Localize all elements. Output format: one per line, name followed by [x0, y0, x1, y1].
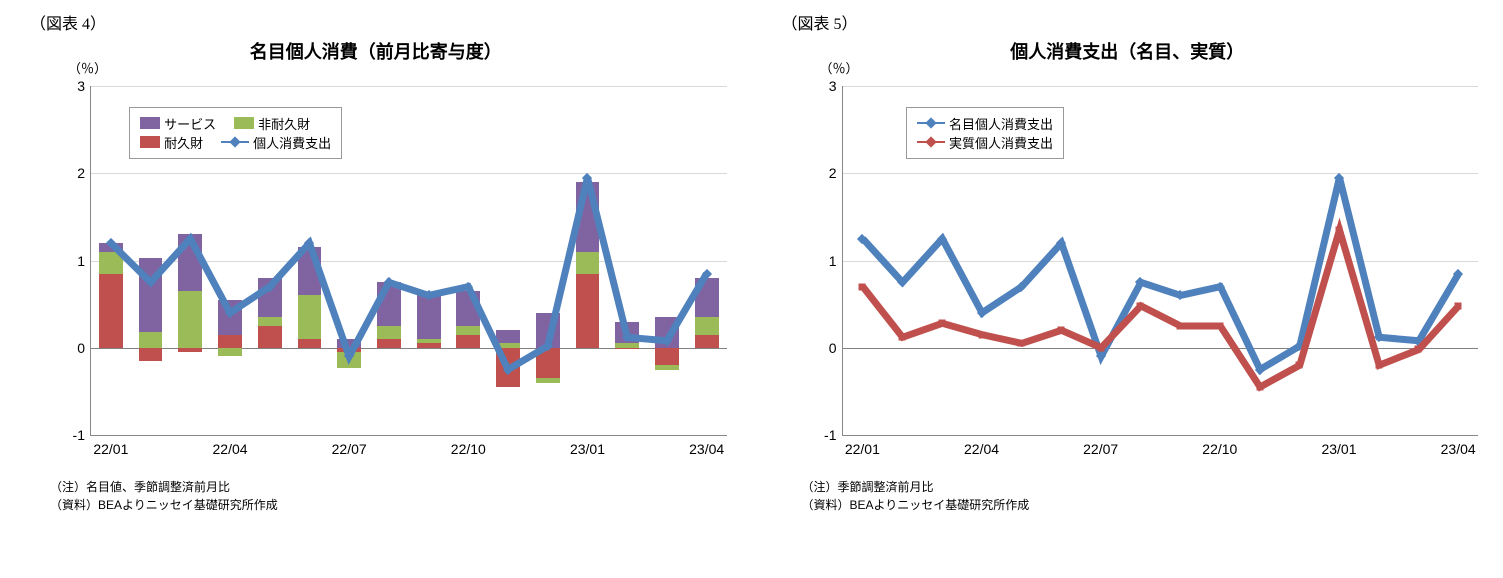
ytick-label: 2 [77, 165, 85, 181]
chart-panel-left: （図表 4） 名目個人消費（前月比寄与度） （％） -1012322/0122/… [10, 10, 742, 514]
ytick-label: 2 [829, 165, 837, 181]
legend-swatch [140, 136, 160, 148]
figure-label-right: （図表 5） [762, 10, 1494, 34]
line-marker [938, 320, 945, 327]
note-line: （資料）BEAよりニッセイ基礎研究所作成 [802, 496, 1494, 514]
legend-line-marker [221, 136, 249, 148]
note-line: （資料）BEAよりニッセイ基礎研究所作成 [50, 496, 742, 514]
ytick-label: -1 [824, 427, 836, 443]
legend-label: 個人消費支出 [253, 133, 331, 152]
legend-item: 実質個人消費支出 [917, 133, 1053, 152]
legend-label: 実質個人消費支出 [949, 133, 1053, 152]
ytick-label: 0 [829, 340, 837, 356]
figure-label-left: （図表 4） [10, 10, 742, 34]
legend-swatch [140, 117, 160, 129]
xtick-label: 22/07 [1083, 441, 1118, 457]
note-line: （注）名目値、季節調整済前月比 [50, 478, 742, 496]
line-marker [1296, 362, 1303, 369]
legend-line-marker [917, 136, 945, 148]
legend: サービス 非耐久財耐久財 個人消費支出 [129, 107, 342, 159]
legend-item: 個人消費支出 [221, 133, 331, 152]
xtick-label: 23/01 [570, 441, 605, 457]
note-line: （注）季節調整済前月比 [802, 478, 1494, 496]
chart-panel-right: （図表 5） 個人消費支出（名目、実質） （％） -1012322/0122/0… [762, 10, 1494, 514]
chart-title-left: 名目個人消費（前月比寄与度） [10, 38, 742, 64]
xtick-label: 23/04 [1441, 441, 1476, 457]
charts-container: （図表 4） 名目個人消費（前月比寄与度） （％） -1012322/0122/… [10, 10, 1493, 514]
line-marker [1177, 322, 1184, 329]
ytick-label: 3 [77, 78, 85, 94]
xtick-label: 22/10 [451, 441, 486, 457]
plot-wrap-right: -1 0 1 2 3 22/01 22/04 22/07 22/10 23/01 23/04 名目個人… [812, 66, 1484, 476]
legend-item: 耐久財 [140, 133, 203, 152]
ytick-label: 1 [829, 253, 837, 269]
legend-label: 名目個人消費支出 [949, 114, 1053, 133]
legend-swatch [234, 117, 254, 129]
xtick-label: 22/04 [964, 441, 999, 457]
line-marker [1455, 302, 1462, 309]
chart-title-right: 個人消費支出（名目、実質） [762, 38, 1494, 64]
xtick-label: 22/10 [1202, 441, 1237, 457]
line-marker [1256, 384, 1263, 391]
legend-item: サービス [140, 114, 216, 133]
line-marker [1335, 226, 1342, 233]
ytick-label: 1 [77, 253, 85, 269]
line-marker [1375, 362, 1382, 369]
line-marker [899, 334, 906, 341]
ytick-label: 0 [77, 340, 85, 356]
legend-line-marker [917, 117, 945, 129]
plot-area-left: -1012322/0122/0422/0722/1023/0123/04サービス… [90, 86, 727, 436]
legend-item: 名目個人消費支出 [917, 114, 1053, 133]
ytick-label: -1 [73, 427, 85, 443]
plot-area-right: -1012322/0122/0422/0722/1023/0123/04名目個人… [842, 86, 1479, 436]
legend-label: 耐久財 [164, 133, 203, 152]
line-marker [1018, 340, 1025, 347]
xtick-label: 23/01 [1321, 441, 1356, 457]
line-marker [1097, 344, 1104, 351]
legend-label: 非耐久財 [258, 114, 310, 133]
line-marker [1216, 322, 1223, 329]
line-marker [859, 283, 866, 290]
line-marker [1415, 346, 1422, 353]
ytick-label: 3 [829, 78, 837, 94]
legend-item: 非耐久財 [234, 114, 310, 133]
notes-right: （注）季節調整済前月比（資料）BEAよりニッセイ基礎研究所作成 [762, 478, 1494, 514]
xtick-label: 22/04 [212, 441, 247, 457]
xtick-label: 22/01 [93, 441, 128, 457]
line-marker [1057, 327, 1064, 334]
line-marker [1137, 302, 1144, 309]
xtick-label: 22/01 [845, 441, 880, 457]
notes-left: （注）名目値、季節調整済前月比（資料）BEAよりニッセイ基礎研究所作成 [10, 478, 742, 514]
legend-label: サービス [164, 114, 216, 133]
xtick-label: 22/07 [332, 441, 367, 457]
plot-wrap-left: -1 0 1 2 3 22/01 22/04 22/07 22/10 23/01 23/04 サービス… [60, 66, 732, 476]
legend: 名目個人消費支出実質個人消費支出 [906, 107, 1064, 159]
xtick-label: 23/04 [689, 441, 724, 457]
line-marker [978, 331, 985, 338]
